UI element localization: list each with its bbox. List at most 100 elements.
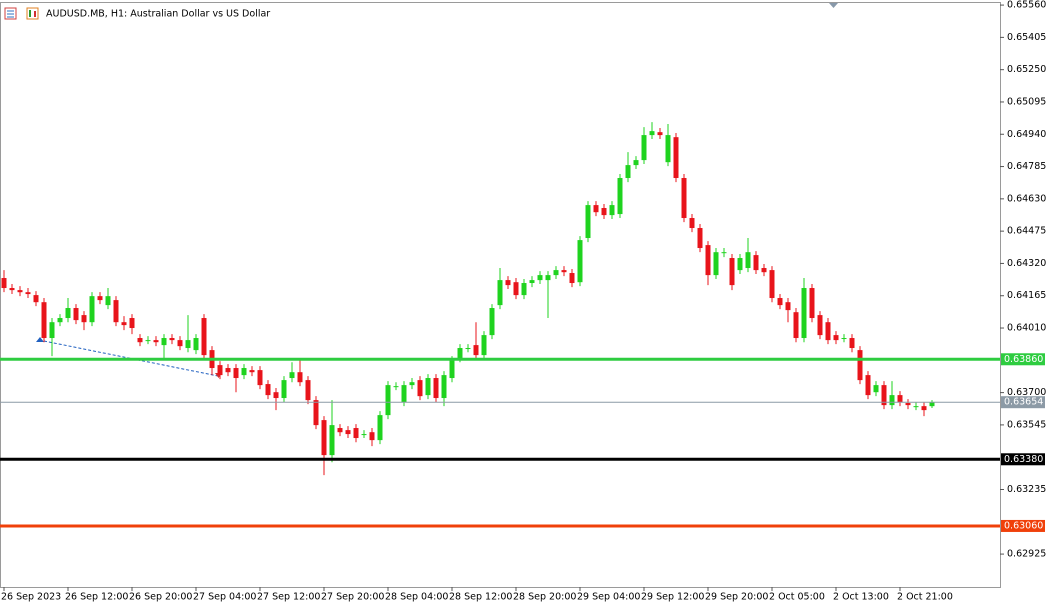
- candle-body: [81, 315, 87, 323]
- level-label: 0.63380: [1004, 454, 1043, 465]
- candle-body: [73, 308, 79, 321]
- candle-body: [257, 370, 263, 386]
- candle-body: [249, 370, 255, 373]
- candle-body: [441, 375, 447, 399]
- candle-body: [201, 318, 207, 356]
- candle-body: [417, 380, 423, 397]
- candle-body: [393, 386, 399, 388]
- candle-body: [361, 434, 367, 436]
- x-tick-label: 26 Sep 2023: [1, 592, 61, 603]
- candle-body: [585, 205, 591, 239]
- toolbar-icons: [4, 7, 39, 20]
- candle-body: [409, 382, 415, 386]
- y-tick-label: 0.64475: [1007, 226, 1046, 237]
- candle-body: [561, 270, 567, 273]
- y-tick-label: 0.63545: [1007, 419, 1046, 430]
- candle-body: [857, 350, 863, 381]
- level-label: 0.63654: [1004, 397, 1043, 408]
- candle-body: [457, 348, 463, 359]
- x-tick-label: 27 Sep 12:00: [257, 592, 320, 603]
- candle-body: [1, 278, 7, 289]
- candle-body: [745, 252, 751, 269]
- candle-body: [569, 273, 575, 284]
- candle-body: [673, 137, 679, 179]
- candle-body: [729, 258, 735, 286]
- candle-body: [865, 375, 871, 396]
- candle-body: [793, 312, 799, 339]
- level-label-box: [1001, 453, 1045, 466]
- candle-body: [881, 385, 887, 406]
- candle-body: [433, 378, 439, 399]
- candle-body: [233, 368, 239, 379]
- candle-body: [537, 275, 543, 281]
- candle-body: [601, 208, 607, 216]
- candle-body: [49, 322, 55, 339]
- candle-body: [345, 430, 351, 435]
- x-tick-label: 28 Sep 12:00: [449, 592, 512, 603]
- x-tick-label: 29 Sep 20:00: [705, 592, 768, 603]
- candle-body: [353, 428, 359, 439]
- candle-body: [65, 308, 71, 319]
- x-tick-label: 28 Sep 20:00: [513, 592, 576, 603]
- candle-body: [185, 340, 191, 349]
- y-tick-label: 0.64165: [1007, 290, 1046, 301]
- candle-body: [481, 335, 487, 356]
- x-tick-label: 29 Sep 04:00: [577, 592, 640, 603]
- candle-body: [713, 252, 719, 276]
- candle-body: [217, 365, 223, 376]
- level-label-box: [1001, 519, 1045, 532]
- candle-body: [849, 338, 855, 349]
- y-tick-label: 0.64320: [1007, 258, 1046, 269]
- candle-body: [145, 340, 151, 342]
- candle-body: [137, 338, 143, 343]
- x-tick-label: 2 Oct 13:00: [833, 592, 889, 603]
- level-label: 0.63060: [1004, 520, 1043, 531]
- candle-body: [529, 280, 535, 284]
- y-tick-label: 0.64010: [1007, 323, 1046, 334]
- candle-body: [41, 302, 47, 339]
- candle-body: [641, 135, 647, 161]
- candle-body: [89, 296, 95, 323]
- candle-body: [305, 380, 311, 401]
- candle-body: [513, 282, 519, 296]
- candle-body: [329, 425, 335, 456]
- candle-body: [225, 368, 231, 373]
- level-label-box: [1001, 396, 1045, 409]
- x-tick-label: 2 Oct 05:00: [769, 592, 825, 603]
- candle-body: [241, 368, 247, 376]
- candle-body: [289, 372, 295, 379]
- candle-body: [913, 406, 919, 408]
- y-tick-label: 0.64940: [1007, 129, 1046, 140]
- candle-body: [737, 258, 743, 271]
- candle-body: [833, 335, 839, 341]
- candle-body: [609, 205, 615, 216]
- candle-body: [809, 288, 815, 319]
- candle-body: [153, 340, 159, 343]
- icon: [26, 7, 39, 20]
- shift-marker: [829, 3, 838, 8]
- x-tick-label: 28 Sep 04:00: [385, 592, 448, 603]
- candle-body: [169, 338, 175, 341]
- candle-body: [929, 402, 935, 407]
- candle-body: [33, 295, 39, 303]
- candle-body: [25, 292, 31, 295]
- candle-body: [281, 380, 287, 399]
- chart-title: AUDUSD.MB, H1: Australian Dollar vs US D…: [46, 9, 270, 20]
- x-tick-label: 27 Sep 04:00: [193, 592, 256, 603]
- x-tick-label: 2 Oct 21:00: [897, 592, 953, 603]
- candle-body: [385, 385, 391, 416]
- candle-body: [825, 322, 831, 341]
- y-tick-label: 0.63700: [1007, 387, 1046, 398]
- candle-body: [617, 178, 623, 215]
- y-tick-label: 0.65560: [1007, 0, 1046, 11]
- y-tick-label: 0.64630: [1007, 193, 1046, 204]
- candle-body: [633, 160, 639, 166]
- candle-body: [761, 268, 767, 273]
- candle-body: [489, 308, 495, 336]
- candle-body: [593, 205, 599, 213]
- candle-body: [105, 296, 111, 306]
- candle-body: [777, 298, 783, 306]
- y-tick-label: 0.65405: [1007, 32, 1046, 43]
